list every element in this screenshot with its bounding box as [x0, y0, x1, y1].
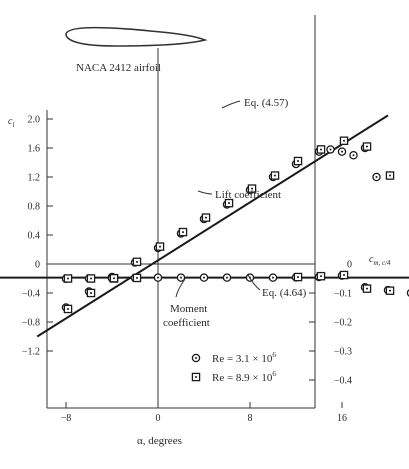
tick-labels: 2.0 1.6 1.2 0.8 0.4 0 −0.4 −0.8 −1.2 0 −0.1 −0.2 −0.… — [22, 115, 352, 425]
moment-point-re-8-9 — [132, 273, 142, 283]
lift-point-re-8-9 — [316, 145, 326, 154]
left-y-tick-label: 1.6 — [28, 144, 41, 155]
legend-label-re-3-1: Re = 3.1 × 106 — [212, 351, 276, 365]
left-y-tick-label: 2.0 — [28, 115, 41, 126]
lift-point-re-8-9 — [155, 242, 165, 251]
annotations: Eq. (4.57) Lift coefficient Eq. (4.64) M… — [163, 97, 307, 329]
right-y-tick-label: −0.1 — [334, 289, 352, 300]
moment-coefficient-annotation-line2: coefficient — [163, 317, 210, 329]
lift-point-re-8-9 — [178, 227, 188, 237]
left-y-tick-label: 0 — [35, 260, 40, 271]
lift-point-re-8-9 — [247, 184, 257, 193]
lift-point-re-8-9 — [339, 136, 349, 145]
lift-point-re-8-9 — [385, 171, 395, 180]
x-tick-label: 8 — [248, 413, 253, 424]
left-y-tick-label: 0.8 — [28, 202, 41, 213]
moment-point-re-3-1 — [176, 273, 186, 282]
left-y-tick-label: −0.8 — [22, 318, 40, 329]
moment-point-re-3-1 — [199, 273, 209, 282]
left-y-axis-label: cl — [8, 116, 14, 129]
legend-item-re-3-1: Re = 3.1 × 106 — [191, 351, 276, 365]
legend: Re = 3.1 × 106 Re = 8.9 × 106 — [191, 351, 276, 384]
lift-point-re-3-1 — [337, 147, 347, 156]
x-axis-label: α, degrees — [137, 435, 182, 447]
moment-point-re-3-1 — [268, 273, 278, 282]
left-y-tick-label: −0.4 — [22, 289, 40, 300]
eq-lift-leader — [221, 100, 241, 109]
lift-point-re-8-9 — [224, 198, 234, 208]
moment-point-re-8-9 — [63, 274, 73, 283]
lift-point-re-8-9 — [132, 257, 142, 267]
legend-item-re-8-9: Re = 8.9 × 106 — [191, 370, 276, 384]
lift-point-re-8-9 — [63, 304, 73, 314]
moment-point-re-8-9 — [385, 286, 395, 295]
x-tick-label: −8 — [61, 413, 72, 424]
left-y-tick-label: 1.2 — [28, 173, 41, 184]
lift-point-re-8-9 — [362, 142, 372, 151]
moment-point-re-8-9 — [362, 284, 372, 293]
eq-moment-annotation: Eq. (4.64) — [262, 287, 307, 299]
right-y-tick-label: −0.2 — [334, 318, 352, 329]
airfoil-shape — [65, 26, 208, 47]
moment-point-re-8-9 — [316, 271, 326, 281]
left-y-tick-label: 0.4 — [28, 231, 41, 242]
left-y-tick-label: −1.2 — [22, 347, 40, 358]
x-tick-label: 0 — [156, 413, 161, 424]
right-y-axis-label: cm, c/4 — [369, 254, 391, 267]
axes — [46, 15, 316, 409]
moment-point-re-3-1 — [222, 273, 232, 282]
lift-point-re-3-1 — [349, 150, 358, 160]
tick-marks — [47, 118, 343, 408]
lift-point-re-8-9 — [86, 288, 96, 298]
lift-coefficient-annotation: Lift coefficient — [215, 189, 281, 201]
moment-point-re-8-9 — [86, 274, 96, 283]
x-tick-label: 16 — [337, 413, 347, 424]
lift-point-re-8-9 — [201, 213, 211, 222]
lift-theory-line — [36, 114, 389, 338]
right-y-tick-label: −0.4 — [334, 376, 352, 387]
lift-point-re-3-1 — [372, 172, 381, 182]
lift-point-re-3-1 — [326, 145, 335, 154]
moment-coefficient-leader — [175, 278, 186, 298]
lift-point-re-8-9 — [270, 171, 280, 180]
moment-point-re-8-9 — [109, 273, 119, 283]
lift-coefficient-leader — [197, 190, 213, 195]
moment-point-re-3-1 — [153, 273, 163, 282]
moment-point-re-8-9 — [293, 272, 303, 282]
moment-coefficient-annotation-line1: Moment — [170, 303, 207, 315]
right-y-tick-label: 0 — [347, 260, 352, 271]
legend-label-re-8-9: Re = 8.9 × 106 — [212, 370, 276, 384]
eq-lift-annotation: Eq. (4.57) — [244, 97, 289, 109]
eq-moment-leader — [247, 274, 261, 291]
airfoil-label: NACA 2412 airfoil — [76, 62, 161, 74]
lift-point-re-8-9 — [293, 156, 303, 166]
data-points — [61, 136, 409, 314]
right-y-tick-label: −0.3 — [334, 347, 352, 358]
moment-point-re-8-9 — [339, 270, 349, 280]
